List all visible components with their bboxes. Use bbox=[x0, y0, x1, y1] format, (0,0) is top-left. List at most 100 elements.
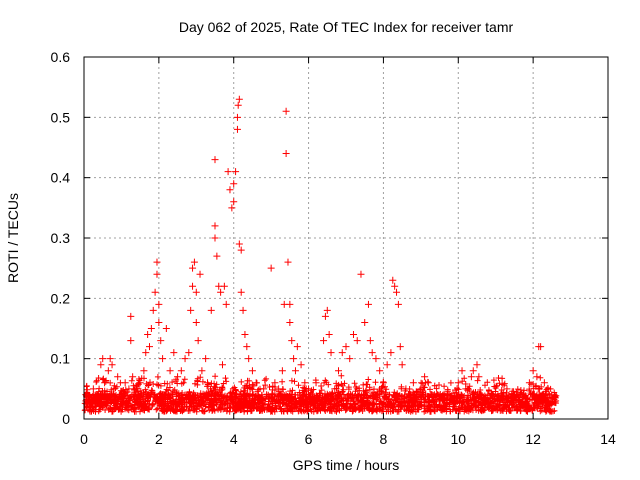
x-tick-label: 0 bbox=[80, 431, 88, 447]
data-point bbox=[230, 180, 238, 188]
data-point bbox=[462, 385, 470, 393]
data-point bbox=[342, 343, 350, 351]
data-point bbox=[503, 385, 511, 393]
data-point bbox=[248, 367, 256, 375]
data-point bbox=[114, 373, 122, 381]
data-point bbox=[121, 379, 129, 387]
data-point bbox=[234, 101, 242, 109]
data-point bbox=[305, 385, 313, 393]
data-point bbox=[243, 343, 251, 351]
x-axis-ticks: 0 2 4 6 8 10 12 14 bbox=[80, 57, 616, 447]
data-point bbox=[213, 252, 221, 260]
data-point bbox=[125, 385, 133, 393]
data-point bbox=[239, 306, 247, 314]
data-point bbox=[467, 373, 475, 381]
data-point bbox=[406, 391, 414, 399]
data-point bbox=[132, 385, 140, 393]
data-point bbox=[127, 337, 135, 345]
data-point bbox=[291, 367, 299, 375]
y-tick-label: 0.1 bbox=[51, 351, 71, 367]
dense-point-band bbox=[81, 372, 560, 415]
data-point bbox=[278, 367, 286, 375]
data-point bbox=[529, 367, 537, 375]
data-point bbox=[89, 385, 97, 393]
data-point bbox=[389, 276, 397, 284]
data-point bbox=[117, 391, 125, 399]
data-point bbox=[224, 168, 232, 176]
data-point bbox=[544, 385, 552, 393]
data-point bbox=[469, 367, 477, 375]
data-point bbox=[166, 367, 174, 375]
data-point bbox=[177, 367, 185, 375]
data-point bbox=[192, 318, 200, 326]
data-point bbox=[312, 379, 320, 387]
data-point bbox=[417, 385, 425, 393]
data-point bbox=[218, 361, 226, 369]
data-point bbox=[286, 300, 294, 308]
data-point bbox=[232, 168, 240, 176]
data-point bbox=[93, 391, 101, 399]
data-point bbox=[537, 343, 545, 351]
data-point bbox=[192, 288, 200, 296]
data-point bbox=[275, 385, 283, 393]
grid-lines bbox=[84, 57, 608, 419]
data-point bbox=[162, 325, 170, 332]
data-point bbox=[159, 355, 167, 363]
data-point bbox=[428, 391, 436, 399]
data-point bbox=[409, 379, 417, 387]
data-point bbox=[146, 343, 153, 351]
data-point bbox=[86, 403, 94, 411]
data-point bbox=[357, 270, 365, 278]
data-point bbox=[349, 331, 357, 339]
data-point bbox=[187, 306, 195, 314]
data-point bbox=[443, 391, 451, 399]
data-point bbox=[379, 379, 387, 387]
data-point bbox=[157, 337, 165, 345]
data-point bbox=[110, 385, 118, 393]
data-point bbox=[174, 373, 182, 381]
data-point bbox=[204, 379, 212, 387]
data-point bbox=[211, 156, 219, 164]
data-point bbox=[196, 270, 204, 278]
x-tick-label: 12 bbox=[525, 431, 541, 447]
x-tick-label: 8 bbox=[380, 431, 388, 447]
data-point bbox=[226, 186, 234, 194]
data-point bbox=[424, 379, 432, 387]
data-point bbox=[220, 282, 228, 290]
y-axis-label: ROTI / TECUs bbox=[5, 193, 21, 283]
data-point bbox=[235, 95, 243, 103]
data-point bbox=[301, 379, 309, 387]
data-point bbox=[421, 373, 429, 381]
y-tick-label: 0 bbox=[62, 411, 70, 427]
data-point bbox=[548, 391, 556, 399]
y-tick-label: 0.5 bbox=[51, 109, 71, 125]
data-point bbox=[153, 258, 161, 266]
data-point bbox=[140, 367, 148, 375]
data-point bbox=[108, 361, 116, 369]
data-point bbox=[361, 318, 369, 326]
data-point bbox=[451, 397, 459, 405]
data-point bbox=[282, 107, 290, 115]
data-point bbox=[235, 240, 243, 248]
data-point bbox=[155, 300, 163, 308]
data-point bbox=[391, 282, 399, 290]
data-point bbox=[207, 306, 215, 314]
y-tick-label: 0.3 bbox=[51, 230, 71, 246]
data-point bbox=[233, 125, 241, 133]
data-point bbox=[101, 379, 109, 387]
data-point bbox=[366, 337, 374, 345]
dense-roti-marks bbox=[81, 372, 560, 415]
data-point bbox=[241, 331, 249, 339]
data-point bbox=[170, 349, 178, 357]
data-point bbox=[211, 222, 219, 230]
data-point bbox=[237, 246, 245, 254]
data-point bbox=[475, 373, 483, 381]
data-point bbox=[510, 391, 518, 399]
data-point bbox=[155, 318, 163, 326]
data-point bbox=[533, 373, 541, 381]
data-point bbox=[181, 355, 189, 363]
data-point bbox=[144, 331, 152, 339]
data-point bbox=[338, 349, 346, 357]
data-point bbox=[335, 367, 343, 375]
data-points bbox=[82, 95, 560, 411]
